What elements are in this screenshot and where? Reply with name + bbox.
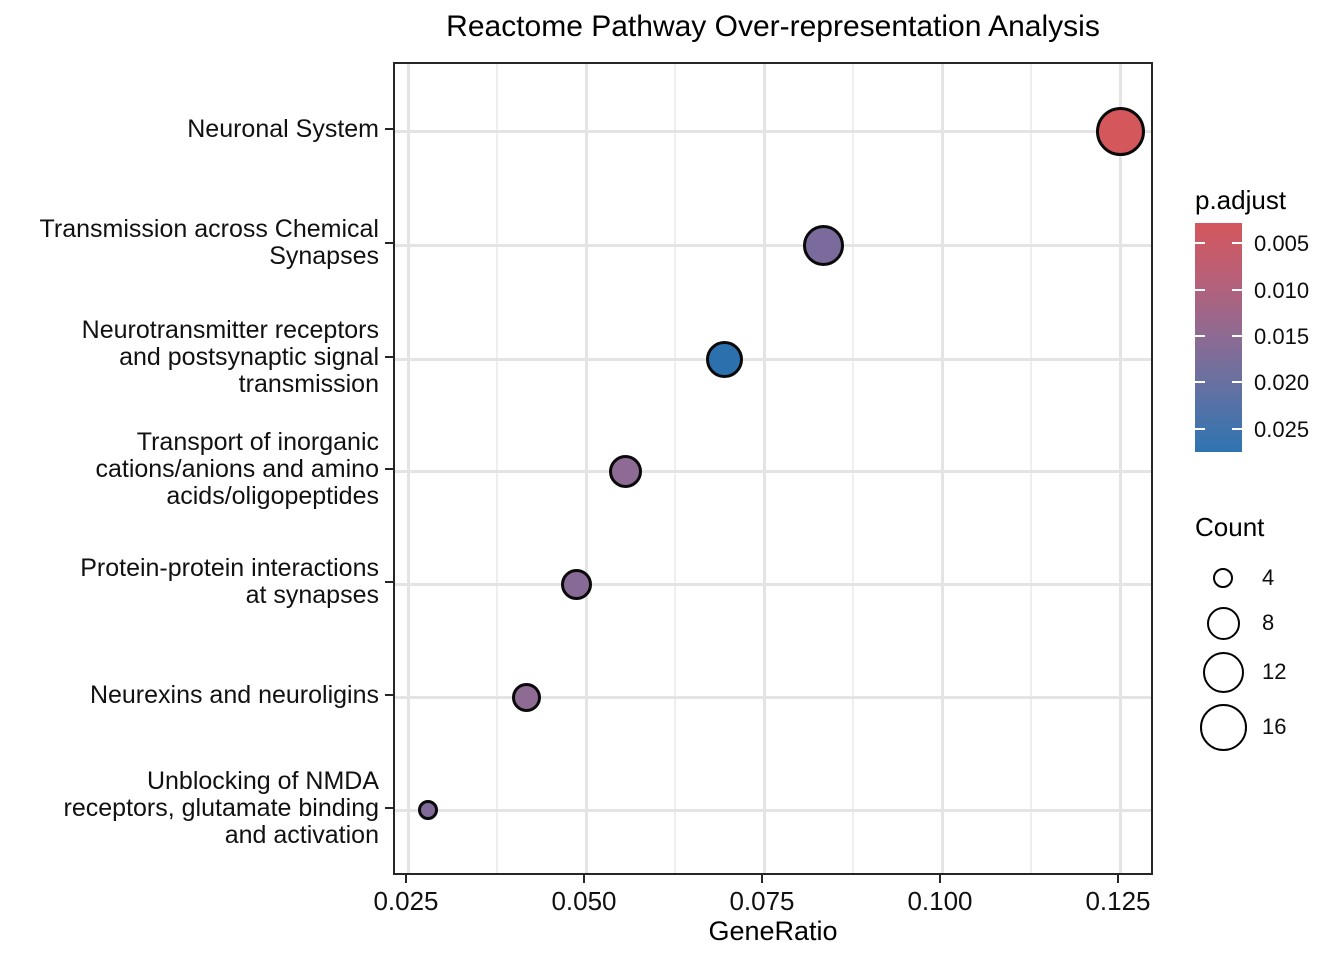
count-legend-circle — [1213, 568, 1233, 588]
gridline-horizontal-major — [395, 243, 1151, 247]
count-legend-label: 8 — [1262, 610, 1275, 635]
y-axis-label: Neuronal System — [0, 114, 379, 143]
gridline-horizontal-major — [395, 357, 1151, 361]
colorbar-tick-right — [1232, 335, 1242, 338]
colorbar-tick-label: 0.020 — [1254, 370, 1310, 396]
count-legend-circle — [1202, 651, 1244, 693]
colorbar-tick-left — [1195, 427, 1205, 430]
y-axis-label-line: Transmission across Chemical — [39, 215, 379, 243]
x-axis-tick-label: 0.100 — [907, 886, 973, 916]
colorbar-tick-label: 0.015 — [1254, 324, 1310, 350]
count-legend-label: 12 — [1262, 659, 1287, 684]
x-axis-tick-label: 0.125 — [1085, 886, 1151, 916]
gridline-horizontal-major — [395, 808, 1151, 812]
x-axis-tick — [405, 875, 407, 883]
y-axis-label: Transport of inorganic cations/anions and… — [0, 427, 379, 510]
colorbar-tick-left — [1195, 335, 1205, 338]
y-axis-tick — [385, 356, 393, 358]
gridline-horizontal-major — [395, 582, 1151, 586]
y-axis-label-line: Synapses — [269, 242, 379, 270]
pathway-dot — [705, 340, 743, 378]
gridline-horizontal-major — [395, 129, 1151, 133]
y-axis-label-line: Unblocking of NMDA — [146, 766, 379, 795]
colorbar-tick-right — [1232, 288, 1242, 291]
y-axis-tick — [385, 468, 393, 470]
y-axis-label: Protein-protein interactions at synapses — [0, 555, 379, 609]
plot-title: Reactome Pathway Over-representation Ana… — [446, 10, 1100, 43]
y-axis-label-line: receptors, glutamate binding — [63, 793, 379, 822]
x-axis-tick — [1117, 875, 1119, 883]
count-legend-label: 16 — [1262, 714, 1287, 739]
count-legend-circle — [1206, 606, 1240, 640]
y-axis-tick — [385, 581, 393, 583]
x-axis-tick — [583, 875, 585, 883]
x-axis-tick — [761, 875, 763, 883]
pathway-dot — [512, 682, 542, 712]
y-axis-label-line: Neurexins and neuroligins — [89, 680, 379, 709]
y-axis-tick — [385, 128, 393, 130]
y-axis-label-line: and activation — [224, 820, 379, 849]
colorbar-tick-right — [1232, 242, 1242, 245]
y-axis-label-line: transmission — [238, 369, 379, 398]
pathway-dot — [560, 568, 592, 600]
y-axis-label: Transmission across Chemical Synapses — [0, 216, 379, 270]
colorbar-tick-left — [1195, 381, 1205, 384]
pathway-dot — [1095, 106, 1145, 156]
x-axis-tick-label: 0.025 — [373, 886, 439, 916]
gridline-vertical-minor — [674, 64, 676, 873]
gridline-horizontal-major — [395, 469, 1151, 473]
y-axis-label: Neurexins and neuroligins — [0, 680, 379, 709]
gridline-vertical-major — [1118, 64, 1122, 873]
y-axis-label-line: acids/oligopeptides — [166, 481, 379, 510]
count-legend-label: 4 — [1262, 565, 1275, 590]
gridline-vertical-major — [584, 64, 588, 873]
pathway-dot — [417, 800, 438, 820]
colorbar-tick-left — [1195, 242, 1205, 245]
gridline-vertical-major — [406, 64, 410, 873]
gridline-vertical-minor — [852, 64, 854, 873]
gridline-vertical-minor — [496, 64, 498, 873]
colorbar-tick-label: 0.005 — [1254, 231, 1310, 257]
count-legend-circle — [1199, 703, 1247, 751]
gridline-vertical-major — [940, 64, 944, 873]
y-axis-label: Neurotransmitter receptors and postsynapt… — [0, 315, 379, 398]
colorbar-tick-right — [1232, 381, 1242, 384]
count-legend-title: Count — [1195, 512, 1265, 542]
y-axis-tick — [385, 694, 393, 696]
y-axis-label-line: Protein-protein interactions — [80, 554, 379, 582]
colorbar-tick-right — [1232, 427, 1242, 430]
gridline-vertical-minor — [1030, 64, 1032, 873]
padjust-legend-title: p.adjust — [1195, 185, 1287, 215]
x-axis-tick-label: 0.050 — [551, 886, 617, 916]
gridline-horizontal-major — [395, 695, 1151, 699]
y-axis-label: Unblocking of NMDA receptors, glutamate b… — [0, 766, 379, 849]
colorbar-tick-left — [1195, 288, 1205, 291]
y-axis-label-line: Transport of inorganic — [136, 427, 379, 456]
x-axis-tick-label: 0.075 — [729, 886, 795, 916]
padjust-colorbar — [1195, 223, 1242, 452]
x-axis-tick — [939, 875, 941, 883]
gridline-vertical-major — [762, 64, 766, 873]
y-axis-label-line: cations/anions and amino — [95, 454, 379, 483]
plot-panel — [393, 62, 1153, 875]
y-axis-label-line: Neurotransmitter receptors — [81, 315, 379, 344]
colorbar-tick-label: 0.025 — [1254, 416, 1310, 442]
pathway-dot — [802, 224, 844, 266]
y-axis-label-line: at synapses — [245, 581, 379, 609]
y-axis-label-line: Neuronal System — [187, 114, 379, 143]
y-axis-tick — [385, 807, 393, 809]
y-axis-tick — [385, 242, 393, 244]
y-axis-label-line: and postsynaptic signal — [119, 342, 379, 371]
colorbar-tick-label: 0.010 — [1254, 277, 1310, 303]
x-axis-title: GeneRatio — [708, 916, 838, 946]
pathway-dot — [609, 454, 643, 488]
